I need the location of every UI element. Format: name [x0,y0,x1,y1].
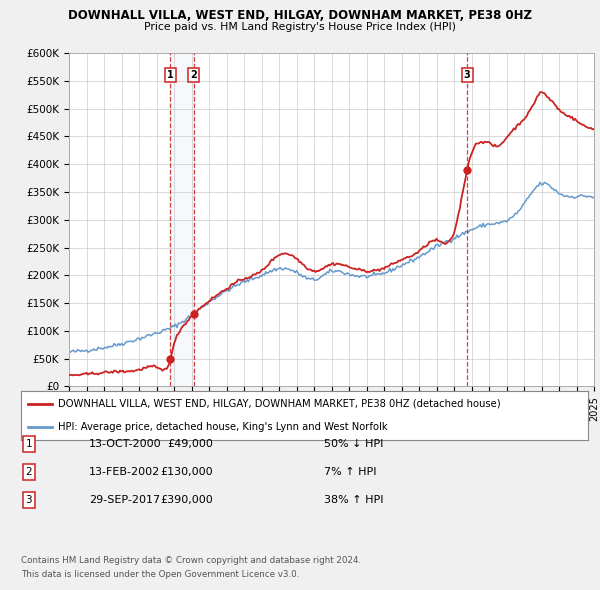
Text: 50% ↓ HPI: 50% ↓ HPI [324,440,383,449]
Text: £130,000: £130,000 [160,467,213,477]
Text: DOWNHALL VILLA, WEST END, HILGAY, DOWNHAM MARKET, PE38 0HZ (detached house): DOWNHALL VILLA, WEST END, HILGAY, DOWNHA… [58,399,500,409]
Text: £49,000: £49,000 [167,440,213,449]
Text: 13-FEB-2002: 13-FEB-2002 [89,467,160,477]
Bar [170,53,194,386]
Text: Contains HM Land Registry data © Crown copyright and database right 2024.: Contains HM Land Registry data © Crown c… [21,556,361,565]
Text: 7% ↑ HPI: 7% ↑ HPI [324,467,377,477]
Text: 38% ↑ HPI: 38% ↑ HPI [324,495,383,504]
Text: £390,000: £390,000 [160,495,213,504]
Text: 3: 3 [25,495,32,504]
Text: Price paid vs. HM Land Registry's House Price Index (HPI): Price paid vs. HM Land Registry's House … [144,22,456,32]
Text: 1: 1 [167,70,173,80]
Text: 2: 2 [190,70,197,80]
Text: DOWNHALL VILLA, WEST END, HILGAY, DOWNHAM MARKET, PE38 0HZ: DOWNHALL VILLA, WEST END, HILGAY, DOWNHA… [68,9,532,22]
Text: 2: 2 [25,467,32,477]
Text: 13-OCT-2000: 13-OCT-2000 [89,440,161,449]
Text: This data is licensed under the Open Government Licence v3.0.: This data is licensed under the Open Gov… [21,571,299,579]
Text: HPI: Average price, detached house, King's Lynn and West Norfolk: HPI: Average price, detached house, King… [58,422,388,432]
Text: 1: 1 [25,440,32,449]
Text: 29-SEP-2017: 29-SEP-2017 [89,495,160,504]
Text: 3: 3 [464,70,470,80]
